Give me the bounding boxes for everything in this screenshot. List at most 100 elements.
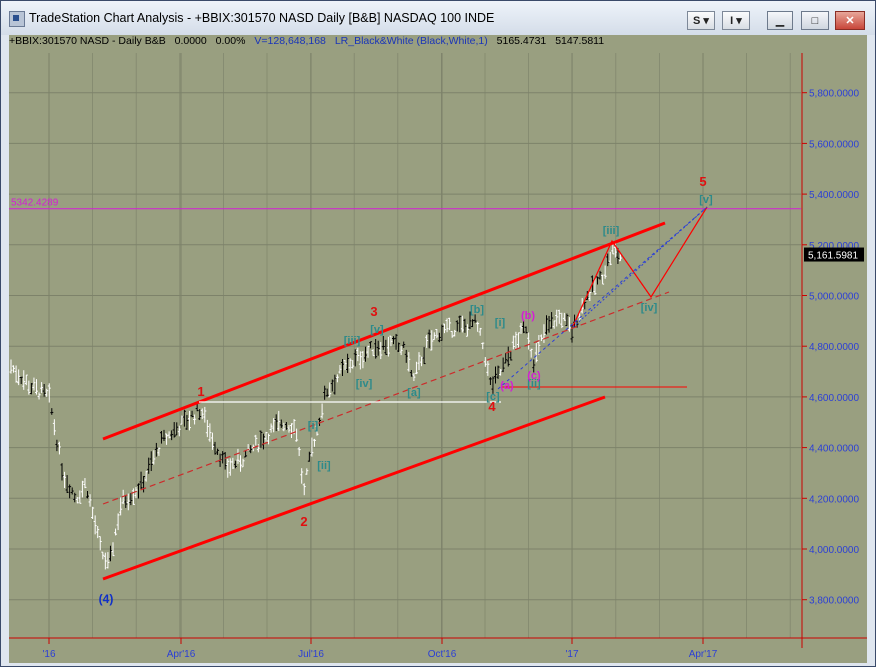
- ohlc-bar: [458, 315, 462, 333]
- ohlc-bar: [126, 493, 130, 511]
- s-menu-label: S: [693, 14, 701, 27]
- ohlc-bar: [499, 369, 503, 376]
- ohlc-bar: [32, 377, 36, 391]
- ohlc-bar: [290, 423, 293, 438]
- ohlc-bar: [239, 455, 242, 472]
- ohlc-bar: [103, 552, 107, 570]
- ohlc-bar: [210, 432, 214, 450]
- ohlc-bar: [506, 346, 510, 367]
- info-value-2: 5147.5811: [555, 35, 605, 47]
- ohlc-bar: [88, 494, 92, 507]
- chart-info-bar: +BBIX:301570 NASD - Daily B&B 0.0000 0.0…: [9, 35, 809, 51]
- ohlc-bar: [193, 414, 197, 425]
- projection-blue-outer: [497, 206, 708, 390]
- ohlc-bar: [455, 320, 459, 332]
- ohlc-bar: [83, 478, 87, 489]
- ohlc-bar: [567, 317, 571, 332]
- ohlc-bar: [244, 450, 248, 458]
- ohlc-bar: [606, 253, 610, 267]
- info-change-pct: 0.00%: [215, 35, 246, 47]
- ohlc-bar: [14, 365, 18, 383]
- ohlc-bar: [279, 419, 283, 428]
- channel-lower-line: [102, 395, 606, 581]
- ohlc-bar: [124, 496, 128, 508]
- ohlc-bar: [137, 483, 140, 499]
- ohlc-bar: [37, 392, 41, 400]
- ohlc-bar: [131, 488, 135, 505]
- x-tick-label: Jul'16: [298, 649, 324, 660]
- ohlc-bar: [93, 515, 97, 535]
- wave-label-red: 5: [699, 174, 706, 189]
- ohlc-bar: [412, 373, 416, 382]
- ohlc-bar: [555, 309, 559, 327]
- ohlc-bar: [363, 346, 367, 362]
- info-change: 0.0000: [174, 35, 207, 47]
- ohlc-bar: [545, 315, 548, 335]
- ohlc-bar: [216, 448, 220, 455]
- ohlc-bar: [101, 551, 105, 560]
- x-tick-label: Apr'17: [689, 649, 718, 660]
- ohlc-bar: [261, 433, 265, 450]
- i-menu-button[interactable]: I ▾: [722, 11, 750, 30]
- ohlc-bar: [420, 356, 424, 367]
- wave-label-teal: [iv]: [356, 378, 373, 390]
- x-tick-label: Oct'16: [428, 649, 457, 660]
- ohlc-bar: [27, 380, 31, 395]
- ohlc-bar: [527, 332, 531, 350]
- ohlc-bar: [593, 277, 597, 296]
- ohlc-bar: [50, 408, 54, 415]
- chart-area[interactable]: [9, 35, 867, 663]
- ohlc-bar: [491, 376, 495, 394]
- title-bar[interactable]: TradeStation Chart Analysis - +BBIX:3015…: [1, 1, 875, 35]
- ohlc-bar: [608, 251, 612, 266]
- ohlc-bar: [435, 329, 439, 339]
- ohlc-bar: [562, 312, 566, 321]
- ohlc-bar: [221, 451, 225, 464]
- ohlc-bar: [9, 359, 13, 374]
- minimize-button[interactable]: ▁: [767, 11, 793, 30]
- ohlc-bar: [374, 339, 378, 359]
- wave-label-red: 2: [300, 514, 307, 529]
- wave-label-magenta: (b): [521, 310, 535, 322]
- ohlc-bar: [468, 311, 472, 330]
- ohlc-bar: [425, 334, 429, 348]
- ohlc-bar: [343, 359, 347, 371]
- wave-label-teal: [ii]: [527, 378, 541, 390]
- y-tick-label: 4,000.0000: [809, 545, 859, 556]
- ohlc-bar: [35, 379, 38, 395]
- wave-label-teal: [iv]: [641, 302, 658, 314]
- info-symbol: +BBIX:301570 NASD - Daily B&B: [9, 35, 166, 47]
- ohlc-bar: [315, 421, 319, 436]
- wave-label-teal: [a]: [407, 387, 421, 399]
- s-menu-button[interactable]: S ▾: [687, 11, 715, 30]
- ohlc-bar: [460, 315, 464, 333]
- ohlc-bar: [91, 506, 95, 519]
- ohlc-bar: [514, 331, 518, 349]
- close-icon: ✕: [845, 15, 855, 27]
- wave-label-teal: [i]: [308, 420, 319, 432]
- ohlc-bar: [341, 358, 344, 376]
- y-tick-label: 4,200.0000: [809, 494, 859, 505]
- ohlc-bar: [12, 365, 16, 373]
- ohlc-bar: [108, 545, 112, 562]
- ohlc-bar: [384, 339, 388, 355]
- y-tick-label: 4,600.0000: [809, 393, 859, 404]
- ohlc-bar: [42, 383, 46, 397]
- close-button[interactable]: ✕: [835, 11, 865, 30]
- ohlc-bar: [389, 335, 393, 347]
- ohlc-bar: [371, 349, 375, 357]
- ohlc-bar: [402, 341, 406, 349]
- ohlc-bar: [397, 342, 401, 353]
- ohlc-bar: [134, 487, 138, 499]
- ohlc-bar: [29, 383, 33, 395]
- ohlc-bar: [65, 475, 69, 493]
- projection-iv-dotted: [611, 240, 652, 298]
- maximize-button[interactable]: □: [801, 11, 829, 30]
- ohlc-bar: [325, 388, 329, 397]
- ohlc-bar: [149, 451, 153, 472]
- ohlc-bar: [356, 347, 360, 362]
- ohlc-bar: [529, 348, 533, 358]
- ohlc-bar: [182, 409, 186, 427]
